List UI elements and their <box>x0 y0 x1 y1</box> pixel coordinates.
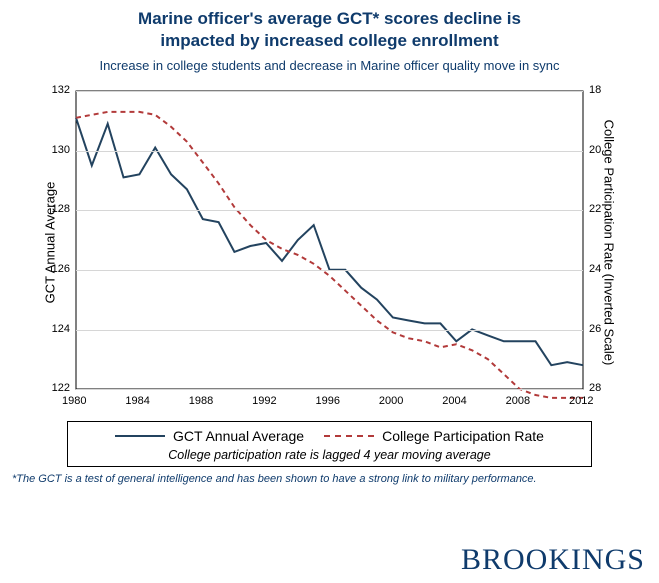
legend-label-gct: GCT Annual Average <box>173 428 304 444</box>
series-line <box>76 118 583 365</box>
grid-line <box>76 210 583 211</box>
x-tick: 2004 <box>442 395 466 407</box>
y-right-axis-label: College Participation Rate (Inverted Sca… <box>602 103 617 383</box>
legend-swatch-gct <box>115 435 165 437</box>
grid-line <box>76 91 583 92</box>
y-left-tick: 126 <box>42 263 70 275</box>
legend-note: College participation rate is lagged 4 y… <box>78 448 581 462</box>
y-right-tick: 28 <box>589 382 601 394</box>
x-tick: 1992 <box>252 395 276 407</box>
chart-subtitle: Increase in college students and decreas… <box>20 58 639 73</box>
x-tick: 1984 <box>125 395 149 407</box>
y-left-tick: 132 <box>42 84 70 96</box>
brand-logo: BROOKINGS <box>461 543 645 577</box>
title-line-1: Marine officer's average GCT* scores dec… <box>138 9 521 28</box>
y-left-tick: 130 <box>42 144 70 156</box>
legend: GCT Annual Average College Participation… <box>67 421 592 467</box>
y-right-tick: 26 <box>589 323 601 335</box>
y-right-tick: 24 <box>589 263 601 275</box>
y-right-tick: 18 <box>589 84 601 96</box>
grid-line <box>76 330 583 331</box>
grid-line <box>76 389 583 390</box>
grid-line <box>76 151 583 152</box>
y-left-tick: 122 <box>42 382 70 394</box>
x-tick: 2000 <box>379 395 403 407</box>
x-tick: 2012 <box>569 395 593 407</box>
chart-area: GCT Annual Average College Participation… <box>30 85 629 415</box>
y-left-axis-label: GCT Annual Average <box>43 163 58 323</box>
legend-label-college: College Participation Rate <box>382 428 544 444</box>
chart-header: Marine officer's average GCT* scores dec… <box>0 0 659 77</box>
legend-item-gct: GCT Annual Average <box>115 428 304 444</box>
x-tick: 1980 <box>62 395 86 407</box>
legend-item-college: College Participation Rate <box>324 428 544 444</box>
title-line-2: impacted by increased college enrollment <box>160 31 498 50</box>
footnote: *The GCT is a test of general intelligen… <box>12 473 647 485</box>
x-tick: 1988 <box>189 395 213 407</box>
y-right-tick: 20 <box>589 144 601 156</box>
legend-row: GCT Annual Average College Participation… <box>78 428 581 444</box>
y-left-tick: 124 <box>42 323 70 335</box>
y-left-tick: 128 <box>42 203 70 215</box>
x-tick: 2008 <box>506 395 530 407</box>
legend-swatch-college <box>324 435 374 437</box>
grid-line <box>76 270 583 271</box>
y-right-tick: 22 <box>589 203 601 215</box>
line-series-svg <box>76 91 583 389</box>
x-tick: 1996 <box>316 395 340 407</box>
plot-area: 1221241261281301321820222426281980198419… <box>76 91 583 389</box>
chart-title: Marine officer's average GCT* scores dec… <box>20 8 639 52</box>
